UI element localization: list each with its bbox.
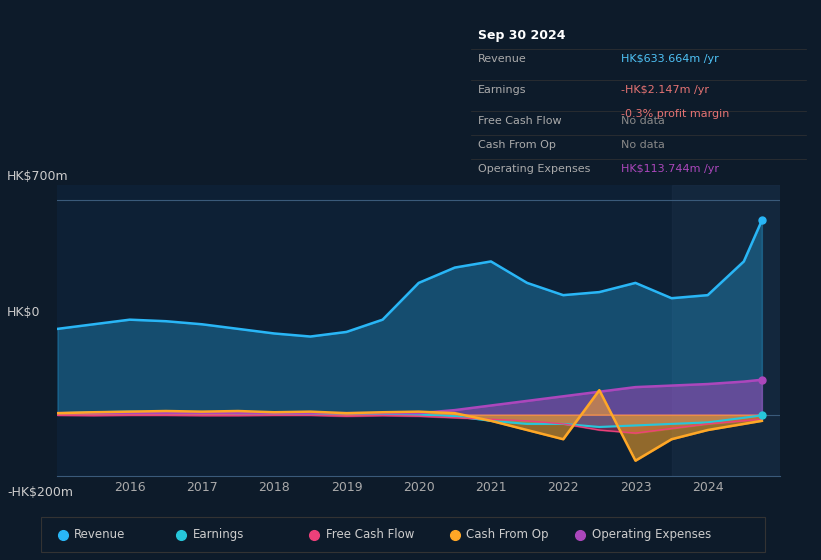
Text: Operating Expenses: Operating Expenses <box>478 164 590 174</box>
Bar <box>672 185 780 476</box>
Text: -HK$2.147m /yr: -HK$2.147m /yr <box>621 85 709 95</box>
Text: Operating Expenses: Operating Expenses <box>591 528 711 542</box>
Text: -0.3% profit margin: -0.3% profit margin <box>621 109 729 119</box>
Text: -HK$200m: -HK$200m <box>7 486 73 500</box>
Text: HK$700m: HK$700m <box>7 170 68 183</box>
Text: Free Cash Flow: Free Cash Flow <box>325 528 414 542</box>
Text: No data: No data <box>621 116 665 126</box>
Text: Earnings: Earnings <box>192 528 244 542</box>
Text: Cash From Op: Cash From Op <box>478 140 556 150</box>
Text: Sep 30 2024: Sep 30 2024 <box>478 29 566 42</box>
Text: Earnings: Earnings <box>478 85 526 95</box>
Text: HK$633.664m /yr: HK$633.664m /yr <box>621 54 718 64</box>
Text: HK$0: HK$0 <box>7 306 40 319</box>
Text: Revenue: Revenue <box>478 54 526 64</box>
Text: No data: No data <box>621 140 665 150</box>
Text: HK$113.744m /yr: HK$113.744m /yr <box>621 164 719 174</box>
Text: Revenue: Revenue <box>75 528 126 542</box>
Text: Free Cash Flow: Free Cash Flow <box>478 116 562 126</box>
Text: Cash From Op: Cash From Op <box>466 528 548 542</box>
